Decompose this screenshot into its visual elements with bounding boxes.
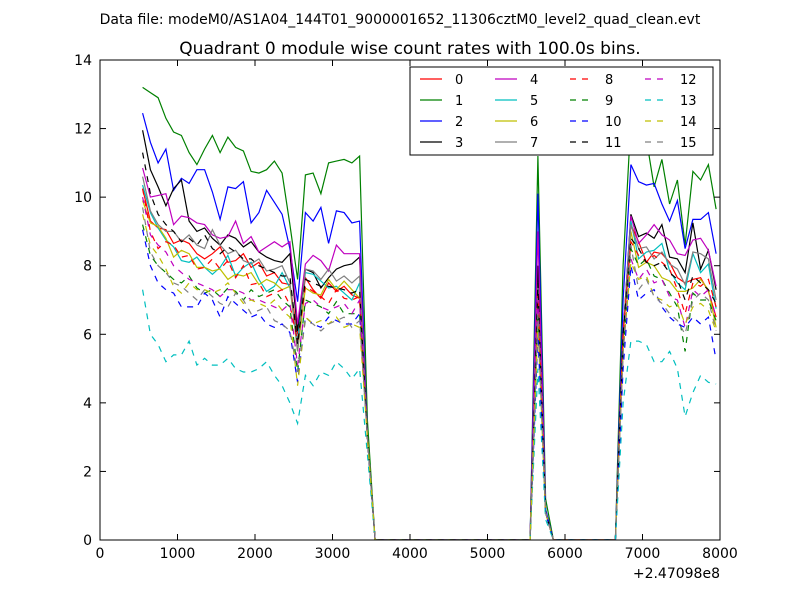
legend-label: 5 <box>530 94 538 109</box>
y-tick-label: 12 <box>74 122 92 138</box>
legend-label: 9 <box>605 94 613 109</box>
x-tick-label: 4000 <box>392 546 428 562</box>
series-line-7 <box>142 176 717 540</box>
y-tick-label: 2 <box>83 464 92 480</box>
legend-label: 10 <box>605 115 622 130</box>
legend-label: 4 <box>530 73 538 88</box>
series-line-15 <box>142 207 717 540</box>
y-tick-label: 6 <box>83 327 92 343</box>
series-line-2 <box>142 112 717 540</box>
y-tick-label: 4 <box>83 396 92 412</box>
legend-label: 1 <box>455 94 463 109</box>
x-tick-label: 5000 <box>470 546 506 562</box>
legend-label: 14 <box>680 115 697 130</box>
x-tick-label: 8000 <box>702 546 738 562</box>
y-tick-label: 0 <box>83 533 92 549</box>
legend-label: 2 <box>455 115 463 130</box>
legend-label: 6 <box>530 115 538 130</box>
series-line-1 <box>142 86 717 540</box>
series-line-13 <box>142 289 717 540</box>
x-tick-label: 6000 <box>547 546 583 562</box>
legend-label: 7 <box>530 136 538 151</box>
y-tick-label: 8 <box>83 259 92 275</box>
y-tick-label: 10 <box>74 190 92 206</box>
x-offset-label: +2.47098e8 <box>633 566 720 582</box>
legend-frame <box>409 66 714 156</box>
series-line-4 <box>142 167 717 540</box>
y-tick-label: 14 <box>74 53 92 69</box>
chart-suptitle: Data file: modeM0/AS1A04_144T01_90000016… <box>100 12 701 28</box>
x-tick-label: 2000 <box>237 546 273 562</box>
legend-label: 0 <box>455 73 463 88</box>
axes: 0 1000 2000 3000 4000 5000 6000 7000 80000246810… <box>74 53 738 562</box>
legend-label: 13 <box>680 94 697 109</box>
legend-label: 15 <box>680 136 697 151</box>
x-tick-label: 7000 <box>625 546 661 562</box>
series-lines <box>142 86 717 540</box>
legend-label: 12 <box>680 73 697 88</box>
x-tick-label: 1000 <box>160 546 196 562</box>
legend-label: 8 <box>605 73 613 88</box>
series-line-3 <box>142 130 717 540</box>
chart-title: Quadrant 0 module wise count rates with … <box>179 39 640 59</box>
series-line-14 <box>142 214 717 540</box>
legend-label: 11 <box>605 136 622 151</box>
x-tick-label: 0 <box>96 546 105 562</box>
legend-label: 3 <box>455 136 463 151</box>
x-tick-label: 3000 <box>315 546 351 562</box>
